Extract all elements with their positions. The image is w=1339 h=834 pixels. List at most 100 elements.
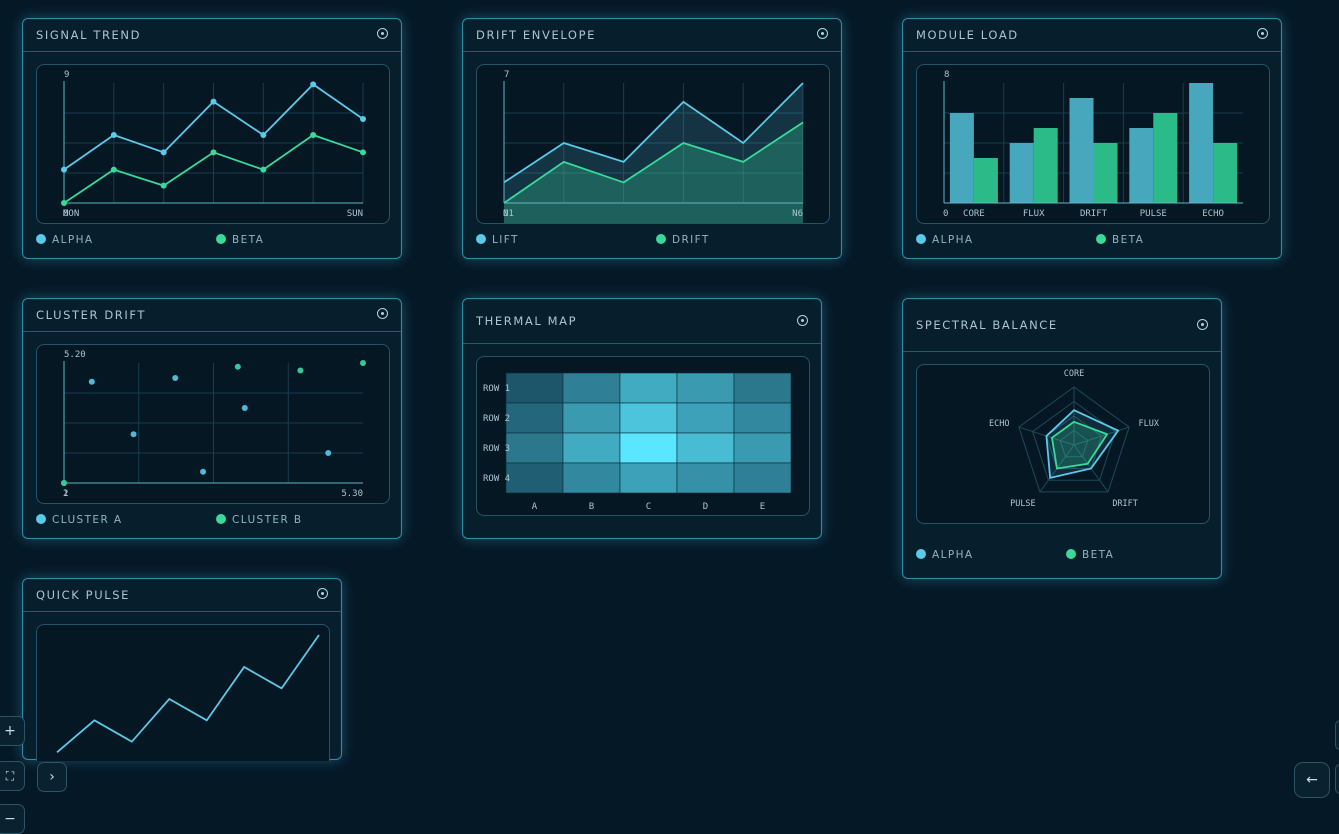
scatter-point-cluster-a — [130, 431, 137, 438]
y-max-label: 5.20 — [64, 350, 86, 360]
x-tick-label: CORE — [963, 209, 985, 219]
radar-axis-label: DRIFT — [1112, 499, 1138, 509]
y-min-label: 0 — [63, 209, 68, 219]
data-point — [360, 149, 366, 156]
panel-header: THERMAL MAP — [463, 299, 821, 344]
x-min-label: 1 — [63, 489, 68, 499]
row-label: ROW 1 — [483, 384, 510, 394]
pin-icon[interactable] — [377, 308, 388, 319]
radar-ring — [1059, 429, 1089, 458]
pin-icon[interactable] — [797, 315, 808, 326]
legend-alpha[interactable]: ALPHA — [916, 549, 973, 561]
legend-label: LIFT — [492, 234, 519, 246]
data-point — [210, 98, 217, 105]
legend-label: ALPHA — [932, 549, 974, 561]
x-max-label: 5.30 — [341, 489, 363, 499]
zoom-out-button[interactable]: − — [0, 804, 25, 834]
legend-beta[interactable]: BETA — [1066, 549, 1114, 561]
heat-cell — [562, 402, 621, 434]
heat-cell — [676, 372, 735, 404]
fit-view-button[interactable]: ⛶ — [0, 761, 25, 791]
module-load-chart: CORE FLUX DRIFT PULSE ECHO 8 0 — [943, 70, 1243, 219]
legend-swatch — [36, 234, 46, 244]
scatter-point-cluster-b — [360, 360, 366, 366]
data-point — [61, 166, 67, 173]
heat-cell — [733, 402, 792, 434]
panel-header: CLUSTER DRIFT — [23, 299, 401, 332]
panel-header: DRIFT ENVELOPE — [463, 19, 841, 52]
heat-cell — [733, 432, 792, 464]
heat-cell — [733, 462, 792, 494]
quick-pulse-panel: QUICK PULSE — [22, 578, 342, 761]
legend-label: CLUSTER A — [52, 514, 123, 526]
y-max-label: 9 — [64, 70, 69, 80]
legend-label: BETA — [1112, 234, 1145, 246]
next-button[interactable]: › — [37, 762, 67, 792]
zoom-in-button[interactable]: + — [0, 716, 25, 746]
scatter-point-cluster-b — [234, 363, 241, 370]
legend-swatch — [476, 234, 486, 244]
data-point — [160, 182, 167, 189]
heat-cell — [505, 402, 564, 434]
series-area-lift — [504, 83, 803, 223]
heat-cell — [505, 462, 564, 494]
legend-label: ALPHA — [52, 234, 94, 246]
y-max-label: 8 — [944, 70, 949, 80]
legend-cluster-a[interactable]: CLUSTER A — [36, 514, 122, 526]
heat-cell — [619, 432, 678, 464]
edge-button[interactable] — [1335, 720, 1339, 750]
panel-title: SPECTRAL BALANCE — [916, 318, 1058, 332]
legend-swatch — [36, 514, 46, 524]
legend-beta[interactable]: BETA — [216, 234, 264, 246]
radar-axis-label: ECHO — [989, 419, 1009, 429]
radar-axis-label: PULSE — [1010, 499, 1036, 509]
legend-alpha[interactable]: ALPHA — [36, 234, 93, 246]
scatter-point-cluster-b — [61, 480, 67, 486]
panel-header: SPECTRAL BALANCE — [903, 299, 1221, 352]
heat-cell — [505, 372, 564, 404]
chart-frame: CORE FLUX DRIFT PULSE ECHO — [916, 364, 1210, 524]
panel-header: MODULE LOAD — [903, 19, 1281, 52]
scatter-point-cluster-a — [200, 468, 207, 475]
legend-beta[interactable]: BETA — [1096, 234, 1144, 246]
pin-icon[interactable] — [1257, 28, 1268, 39]
data-point — [160, 149, 167, 156]
x-last-label: SUN — [347, 209, 363, 219]
legend-swatch — [656, 234, 666, 244]
bar-alpha-echo — [1189, 83, 1214, 203]
panel-title: DRIFT ENVELOPE — [476, 28, 596, 42]
legend-label: DRIFT — [672, 234, 710, 246]
back-button[interactable]: ← — [1294, 762, 1330, 798]
edge-button[interactable] — [1335, 764, 1339, 794]
panel-title: CLUSTER DRIFT — [36, 308, 146, 322]
pin-icon[interactable] — [317, 588, 328, 599]
heat-cell — [562, 372, 621, 404]
legend-cluster-b[interactable]: CLUSTER B — [216, 514, 303, 526]
x-tick-label: ECHO — [1202, 209, 1224, 219]
pin-icon[interactable] — [377, 28, 388, 39]
module-load-panel: MODULE LOAD CORE FLUX DRIFT PULSE ECHO 8 0 ALP… — [902, 18, 1282, 259]
chart-frame: 9 0 MON SUN — [36, 64, 390, 224]
drift-envelope-chart: 7 0N1 N6 — [503, 70, 804, 223]
legend-lift[interactable]: LIFT — [476, 234, 519, 246]
col-label: D — [703, 502, 708, 512]
cluster-drift-panel: CLUSTER DRIFT 5.20 2 1 5.30 CLUSTER A CLUST… — [22, 298, 402, 539]
radar-spoke — [1073, 426, 1130, 446]
legend-drift[interactable]: DRIFT — [656, 234, 710, 246]
quick-pulse-chart — [56, 634, 320, 754]
x-tick-label: DRIFT — [1080, 209, 1108, 219]
x-tick-label: PULSE — [1140, 209, 1167, 219]
scatter-point-cluster-a — [88, 378, 95, 385]
col-label: B — [589, 502, 594, 512]
series-line-lift — [503, 82, 804, 184]
data-point — [260, 166, 267, 173]
legend-alpha[interactable]: ALPHA — [916, 234, 973, 246]
pin-icon[interactable] — [1197, 319, 1208, 330]
legend-label: BETA — [232, 234, 265, 246]
chart-frame: CORE FLUX DRIFT PULSE ECHO 8 0 — [916, 64, 1270, 224]
panel-header: SIGNAL TREND — [23, 19, 401, 52]
pin-icon[interactable] — [817, 28, 828, 39]
series-area-drift — [504, 122, 803, 223]
data-point — [210, 149, 217, 156]
y-max-label: 7 — [504, 70, 509, 80]
